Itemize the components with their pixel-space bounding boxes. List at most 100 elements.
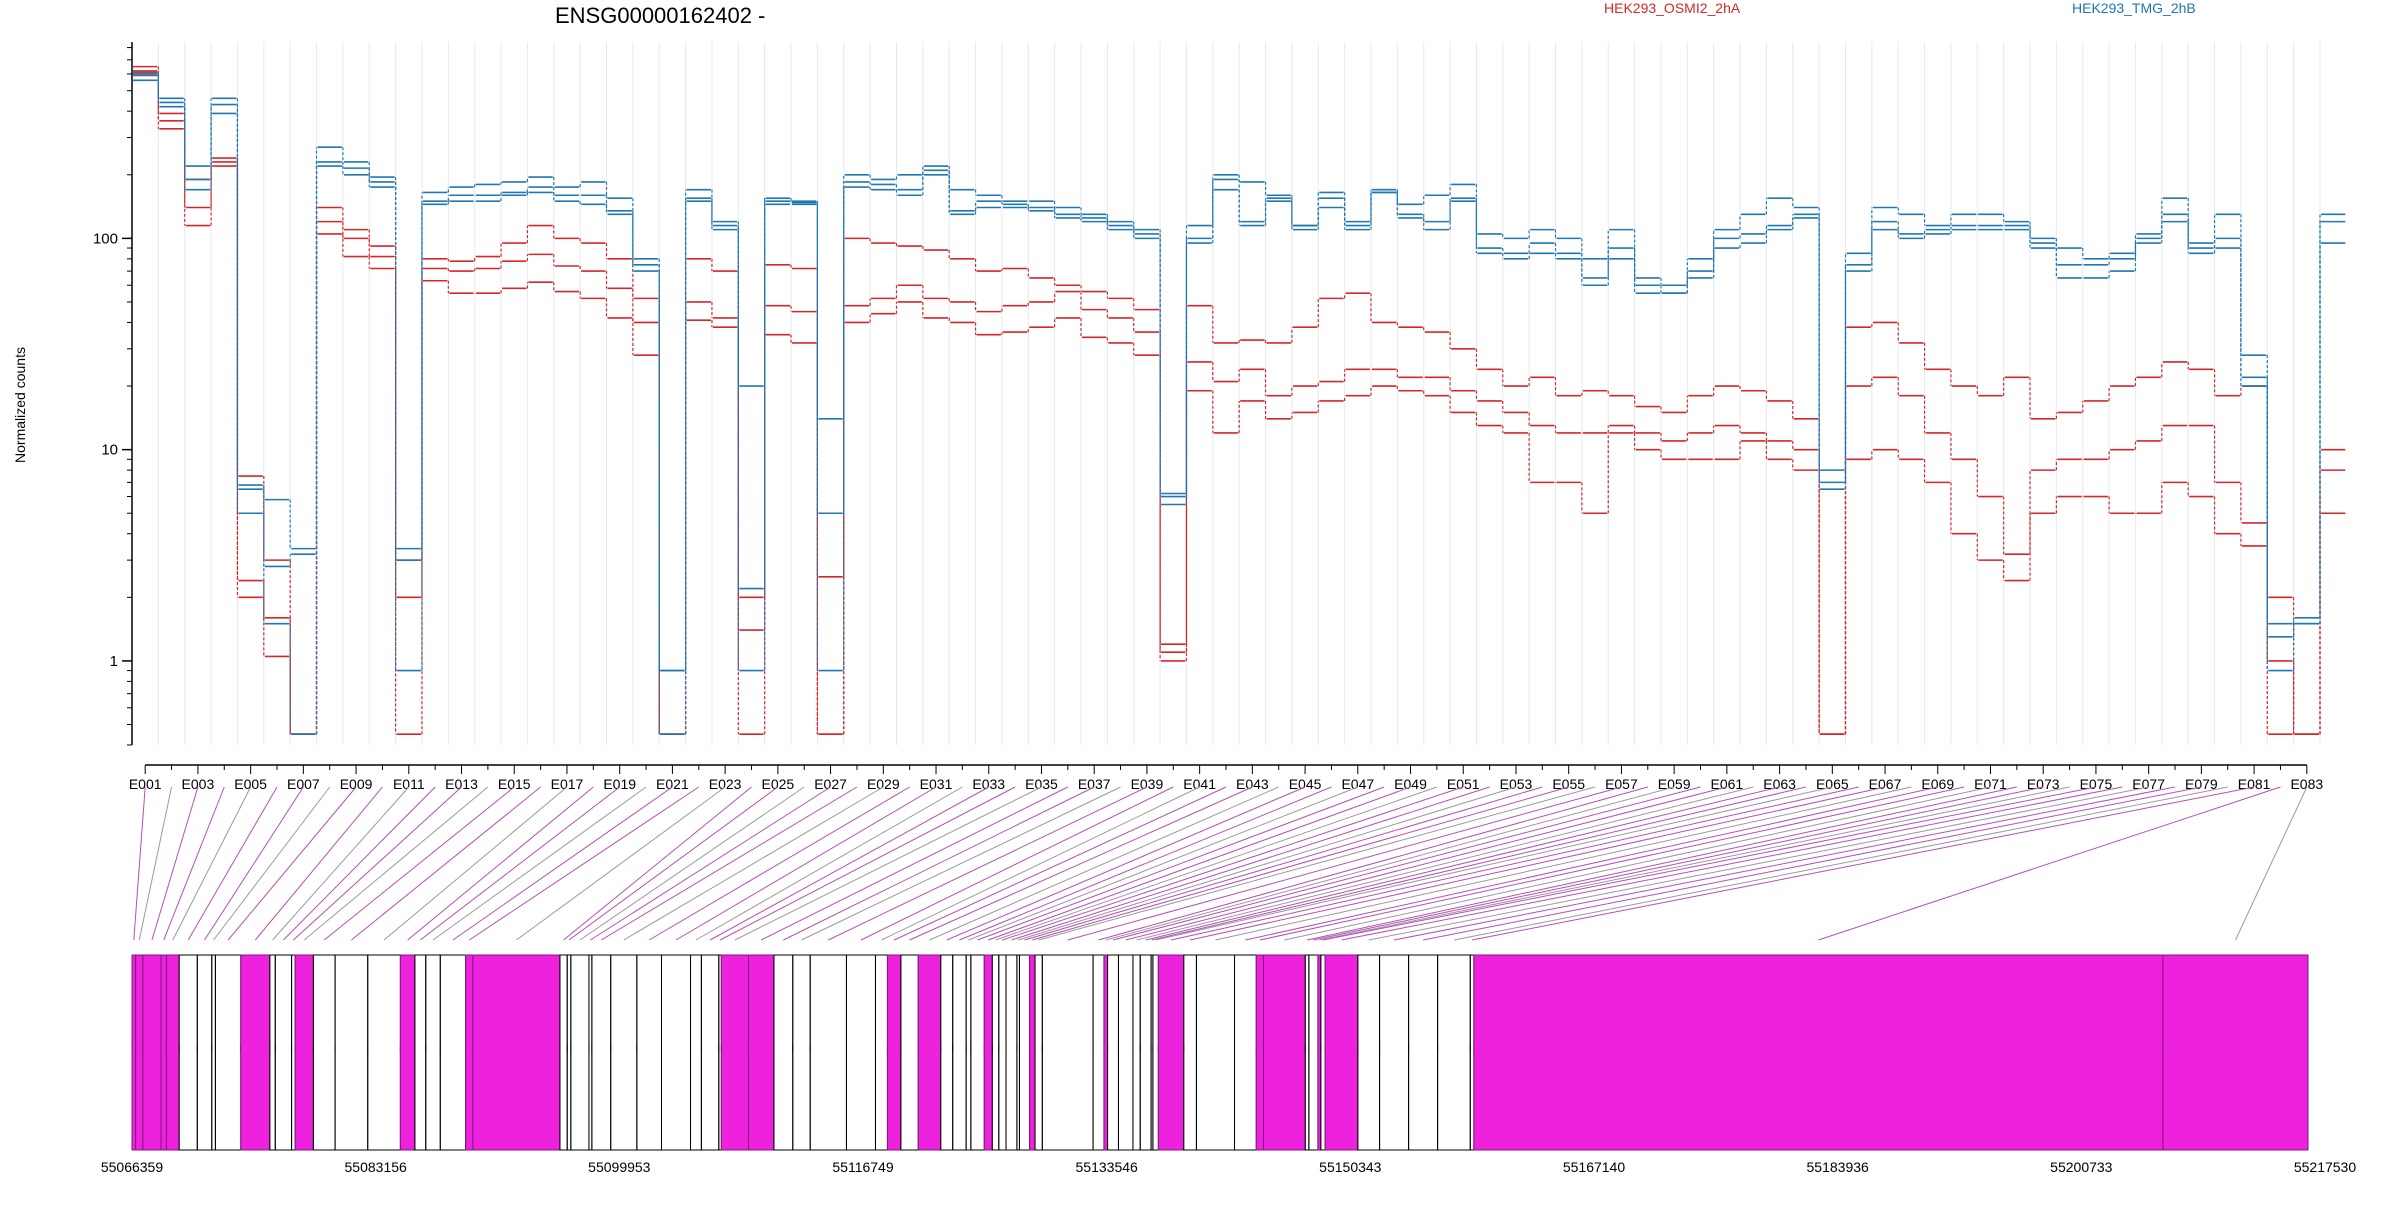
exon-block bbox=[439, 954, 467, 1151]
exon-block bbox=[1183, 954, 1197, 1151]
exon-connector bbox=[172, 786, 252, 941]
exon-connector bbox=[675, 786, 937, 941]
exon-connector bbox=[601, 786, 858, 941]
exon-block bbox=[720, 954, 750, 1151]
exon-connector bbox=[1341, 786, 2123, 941]
exon-block bbox=[269, 954, 276, 1151]
exon-connector bbox=[1453, 786, 2228, 941]
exon-connector bbox=[138, 786, 173, 941]
x-tick-label: E047 bbox=[1341, 776, 1374, 792]
exon-connector bbox=[734, 786, 1042, 941]
exon-block bbox=[1473, 954, 2164, 1151]
exon-connector bbox=[420, 786, 620, 941]
x-tick-label: E011 bbox=[393, 776, 425, 792]
exon-connector bbox=[1136, 786, 1754, 941]
exon-block bbox=[1103, 954, 1109, 1151]
exon-connector bbox=[563, 786, 752, 941]
exon-connector bbox=[977, 786, 1385, 941]
exon-block bbox=[886, 954, 902, 1151]
exon-block bbox=[900, 954, 919, 1151]
exon-block bbox=[178, 954, 198, 1151]
exon-connector bbox=[893, 786, 1227, 941]
exon-connector bbox=[1189, 786, 1886, 941]
x-tick-label: E059 bbox=[1658, 776, 1691, 792]
exon-connector bbox=[1038, 786, 1596, 941]
exon-connector bbox=[929, 786, 1279, 941]
exon-block bbox=[196, 954, 213, 1151]
exon-connector bbox=[187, 786, 278, 941]
y-tick-label: 100 bbox=[93, 230, 118, 247]
exon-block bbox=[636, 954, 662, 1151]
exon-connector bbox=[590, 786, 831, 941]
exon-block bbox=[570, 954, 590, 1151]
exon-connector bbox=[695, 786, 963, 941]
x-tick-label: E055 bbox=[1552, 776, 1585, 792]
x-tick-label: E035 bbox=[1025, 776, 1058, 792]
x-tick-label: E045 bbox=[1289, 776, 1322, 792]
exon-block bbox=[1469, 954, 1475, 1151]
exon-block bbox=[809, 954, 847, 1151]
exon-block bbox=[399, 954, 416, 1151]
exon-connector bbox=[1112, 786, 1701, 941]
exon-block bbox=[2162, 954, 2309, 1151]
exon-block bbox=[1029, 954, 1036, 1151]
exon-connector bbox=[1024, 786, 1543, 941]
exon-connector bbox=[1245, 786, 1938, 941]
exon-connector bbox=[709, 786, 989, 941]
exon-connector bbox=[227, 786, 357, 941]
exon-connector bbox=[1284, 786, 1991, 941]
exon-block bbox=[1041, 954, 1094, 1151]
exon-block bbox=[1157, 954, 1185, 1151]
exon-block bbox=[1034, 954, 1043, 1151]
exon-block bbox=[291, 954, 296, 1151]
exon-connector bbox=[516, 786, 726, 941]
exon-connector bbox=[1032, 786, 1569, 941]
x-tick-label: E021 bbox=[656, 776, 689, 792]
axes: 1 10 100 E001 E003 E005 E007 E009 E011 E013 E015 E0… bbox=[93, 42, 2323, 792]
x-tick-label: E083 bbox=[2290, 776, 2323, 792]
exon-connector bbox=[1155, 786, 1833, 941]
exon-block bbox=[792, 954, 811, 1151]
exon-block bbox=[591, 954, 612, 1151]
exon-block bbox=[211, 954, 216, 1151]
exon-block bbox=[690, 954, 702, 1151]
genome-coordinate-label: 55099953 bbox=[588, 1159, 651, 1175]
x-tick-label: E071 bbox=[1974, 776, 2007, 792]
exon-block bbox=[274, 954, 293, 1151]
exon-connector bbox=[801, 786, 1121, 941]
exon-connector bbox=[761, 786, 1069, 941]
exon-connector bbox=[151, 786, 199, 941]
exon-connector bbox=[1259, 786, 1965, 941]
exon-block bbox=[1255, 954, 1265, 1151]
exon-connector bbox=[293, 786, 462, 941]
exon-connector bbox=[648, 786, 910, 941]
exon-block bbox=[1117, 954, 1134, 1151]
x-tick-label: E007 bbox=[287, 776, 320, 792]
exon-connector bbox=[2235, 786, 2308, 941]
exon-connector bbox=[1306, 786, 2017, 941]
x-tick-label: E065 bbox=[1816, 776, 1849, 792]
exon-block bbox=[165, 954, 180, 1151]
exon-connector bbox=[568, 786, 779, 941]
exon-connector bbox=[1018, 786, 1517, 941]
exon-connector bbox=[283, 786, 436, 941]
x-tick-label: E061 bbox=[1711, 776, 1744, 792]
exon-block bbox=[660, 954, 692, 1151]
exon-connector bbox=[1105, 786, 1675, 941]
x-tick-label: E025 bbox=[762, 776, 795, 792]
exon-block bbox=[135, 954, 144, 1151]
exon-block bbox=[566, 954, 572, 1151]
exon-connector bbox=[909, 786, 1253, 941]
y-axis-label: Normalized counts bbox=[12, 347, 28, 463]
exon-block bbox=[970, 954, 985, 1151]
exon-block bbox=[294, 954, 314, 1151]
exon-connector bbox=[1067, 786, 1622, 941]
exon-block bbox=[414, 954, 427, 1151]
x-tick-label: E057 bbox=[1605, 776, 1638, 792]
exon-block bbox=[1263, 954, 1306, 1151]
x-tick-label: E003 bbox=[182, 776, 215, 792]
exon-block bbox=[465, 954, 474, 1151]
exon-connector bbox=[579, 786, 805, 941]
